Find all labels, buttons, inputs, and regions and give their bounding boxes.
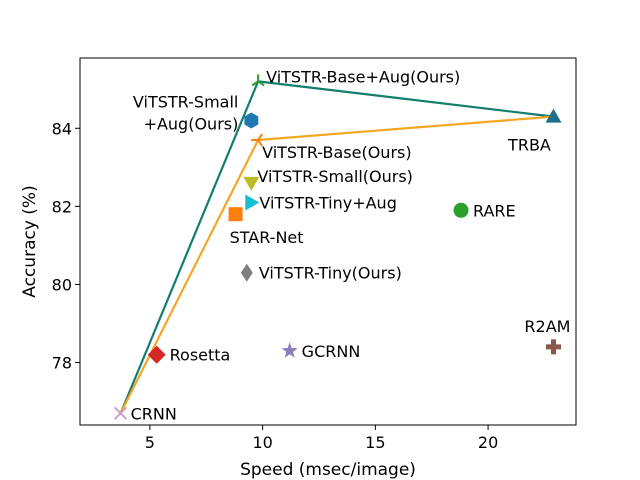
- y-tick-label: 82: [52, 197, 72, 216]
- point-label-gcrnn: GCRNN: [302, 342, 361, 361]
- point-label-vitstr-small-ours: ViTSTR-Small(Ours): [257, 167, 413, 186]
- marker-vitstr-base-aug-ours: [251, 74, 265, 87]
- x-axis-label: Speed (msec/image): [240, 460, 416, 480]
- y-axis-label: Accuracy (%): [20, 185, 40, 297]
- x-tick-label: 10: [252, 433, 272, 452]
- point-label-vitstr-base-aug-ours: ViTSTR-Base+Aug(Ours): [266, 67, 460, 86]
- marker-vitstr-small-aug-ours: [244, 112, 259, 129]
- marker-gcrnn: [281, 342, 298, 358]
- marker-rosetta: [147, 345, 166, 364]
- point-label-rosetta: Rosetta: [170, 346, 231, 365]
- point-label-rare: RARE: [473, 201, 516, 220]
- marker-vitstr-base-ours: [251, 133, 263, 147]
- marker-r2am: [546, 339, 561, 355]
- marker-star-net: [228, 207, 243, 222]
- point-label-crnn: CRNN: [131, 404, 177, 423]
- marker-rare: [453, 202, 469, 218]
- plot-frame: [79, 57, 577, 426]
- point-label-vitstr-tiny-ours: ViTSTR-Tiny(Ours): [259, 264, 402, 283]
- y-tick-label: 78: [52, 354, 72, 373]
- point-labels: CRNN Rosetta GCRNN R2AM ViTSTR-Tiny(Ours) STA…: [131, 67, 571, 423]
- marker-crnn: [113, 406, 128, 420]
- y-tick-label: 80: [52, 275, 72, 294]
- y-tick-label: 84: [52, 119, 72, 138]
- marker-vitstr-tiny-aug: [245, 194, 260, 211]
- point-label-vitstr-base-ours: ViTSTR-Base(Ours): [262, 143, 412, 162]
- point-label-star-net: STAR-Net: [230, 228, 304, 247]
- point-label-trba: TRBA: [507, 136, 551, 155]
- point-label-r2am: R2AM: [524, 317, 570, 336]
- point-label-vitstr-small-aug-ours: ViTSTR-Small: [133, 92, 238, 111]
- point-label-vitstr-small-aug-ours: +Aug(Ours): [144, 114, 239, 133]
- marker-vitstr-tiny-ours: [240, 263, 253, 282]
- x-tick-label: 20: [478, 433, 498, 452]
- point-label-vitstr-tiny-aug: ViTSTR-Tiny+Aug: [259, 193, 397, 212]
- x-tick-label: 15: [365, 433, 385, 452]
- marker-trba: [545, 108, 562, 123]
- axis-ticks: 5 10 15 20 78 80 82 84: [52, 119, 499, 452]
- data-points: [113, 74, 562, 420]
- x-tick-label: 5: [145, 433, 155, 452]
- marker-vitstr-small-ours: [243, 176, 260, 191]
